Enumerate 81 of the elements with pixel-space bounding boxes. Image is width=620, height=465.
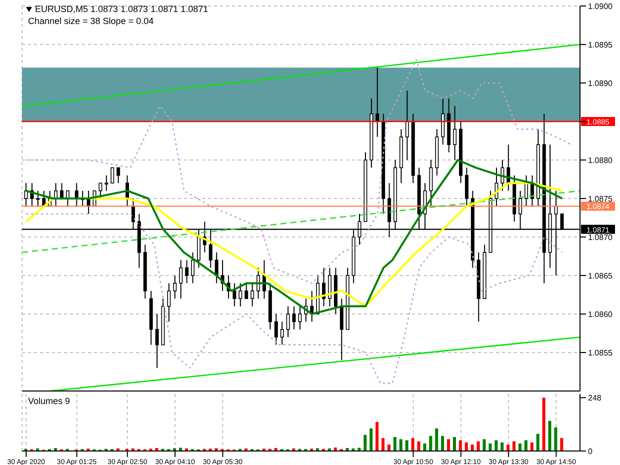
bar <box>506 444 510 451</box>
bar <box>518 443 522 451</box>
bar <box>411 438 414 451</box>
candlestick <box>110 167 114 184</box>
bar <box>452 437 456 451</box>
bar <box>405 440 408 451</box>
bar <box>494 440 498 451</box>
bar <box>441 436 444 451</box>
y-tick-label: 0 <box>588 446 593 456</box>
y-tick-label: 1.0855 <box>588 348 614 358</box>
candlestick <box>244 282 248 300</box>
line-series <box>25 159 564 315</box>
candlestick <box>286 306 290 338</box>
bar <box>482 439 486 451</box>
bar <box>364 434 367 451</box>
bar <box>435 428 438 451</box>
y-tick-label: 248 <box>588 393 602 402</box>
candlestick <box>98 182 102 199</box>
candlestick <box>256 267 260 300</box>
candlestick <box>116 167 120 184</box>
bar <box>464 442 468 451</box>
chart-title: Volumes 9 <box>28 396 70 406</box>
candlestick <box>280 321 284 346</box>
bar <box>524 440 528 451</box>
candlestick <box>340 298 344 361</box>
bar <box>376 422 379 451</box>
y-tick-label: 1.0875 <box>588 194 614 204</box>
bar <box>530 442 534 451</box>
candlestick <box>173 275 177 300</box>
line-series <box>26 59 572 284</box>
y-tick-label: 1.0880 <box>588 156 614 165</box>
y-tick-label: 1.0865 <box>588 271 614 280</box>
candlestick <box>214 252 218 284</box>
bar <box>423 443 426 451</box>
bar <box>488 443 492 451</box>
bar <box>560 438 564 451</box>
candlestick <box>405 90 409 160</box>
candlestick <box>238 282 242 307</box>
bar <box>429 436 432 451</box>
candlestick <box>250 282 254 307</box>
bar <box>500 442 504 451</box>
y-tick-label: 1.0895 <box>588 40 614 50</box>
y-tick-label: 1.0900 <box>588 2 614 11</box>
candlestick <box>298 306 302 330</box>
y-tick-label: 1.0890 <box>588 78 614 88</box>
bar <box>393 437 396 451</box>
chart-title: EURUSD,M5 1.0873 1.0873 1.0871 1.0871 <box>35 3 208 15</box>
candlestick <box>464 167 468 207</box>
candlestick <box>429 160 433 207</box>
bar <box>382 438 384 451</box>
candlestick <box>191 252 195 284</box>
candlestick <box>185 260 189 284</box>
bar <box>447 439 450 451</box>
bar <box>458 440 462 451</box>
annotation: Channel size = 38 Slope = 0.04 <box>28 16 154 26</box>
y-tick-label: 1.0870 <box>588 232 614 242</box>
bar <box>470 444 474 451</box>
candlestick <box>274 314 278 346</box>
candlestick <box>376 67 380 138</box>
bar <box>554 427 558 451</box>
bar <box>536 434 540 451</box>
bar <box>387 444 390 451</box>
bar <box>370 428 373 451</box>
bar <box>542 398 546 451</box>
candlestick <box>441 98 445 146</box>
candlestick <box>179 260 183 300</box>
candlestick <box>524 174 528 207</box>
y-tick-label: 1.0860 <box>588 310 614 319</box>
candlestick <box>104 174 108 192</box>
candlestick <box>328 267 332 307</box>
candlestick <box>155 314 159 368</box>
bar <box>399 439 402 451</box>
candlestick <box>24 182 28 207</box>
bar <box>417 441 420 451</box>
candlestick <box>36 190 40 207</box>
candlestick <box>453 106 457 160</box>
candlestick <box>232 282 236 307</box>
candlestick <box>167 282 171 322</box>
bar <box>548 420 552 451</box>
bar <box>476 441 480 451</box>
bar <box>512 441 516 451</box>
